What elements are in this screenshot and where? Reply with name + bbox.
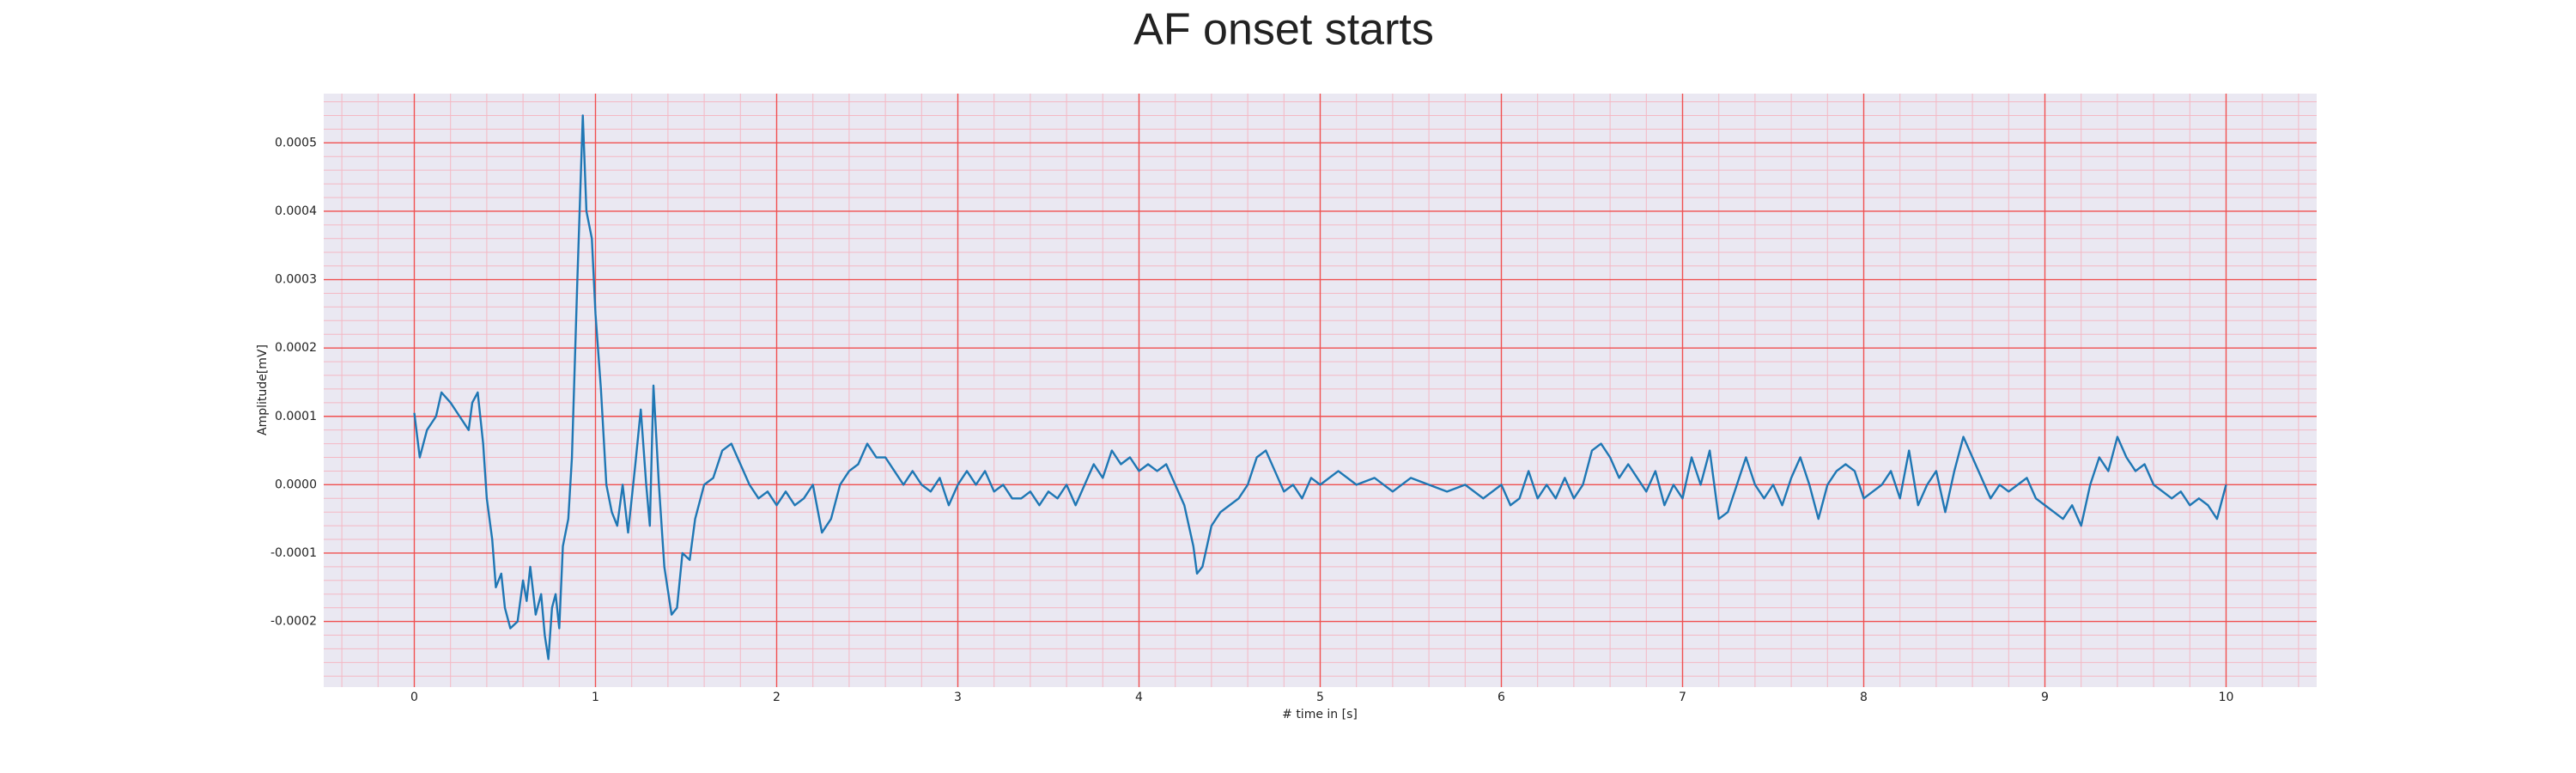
y-tick-label: -0.0002 xyxy=(270,615,317,629)
x-tick-label: 1 xyxy=(592,691,599,704)
y-tick-label: 0.0001 xyxy=(275,410,317,423)
x-tick-label: 10 xyxy=(2219,691,2234,704)
x-tick-label: 9 xyxy=(2041,691,2049,704)
chart-title: AF onset starts xyxy=(1133,5,1434,55)
y-tick-label: 0.0003 xyxy=(275,273,317,287)
y-tick-label: -0.0001 xyxy=(270,546,317,560)
x-tick-label: 7 xyxy=(1679,691,1686,704)
x-tick-label: 3 xyxy=(954,691,962,704)
y-tick-label: 0.0002 xyxy=(275,341,317,355)
signal-line xyxy=(413,114,2227,660)
y-tick-label: 0.0005 xyxy=(275,136,317,149)
x-tick-label: 5 xyxy=(1316,691,1324,704)
x-axis-label: # time in [s] xyxy=(1282,708,1358,721)
x-tick-label: 8 xyxy=(1860,691,1868,704)
x-tick-label: 6 xyxy=(1498,691,1505,704)
y-axis-label: Amplitude[mV] xyxy=(256,344,270,435)
y-tick-label: 0.0004 xyxy=(275,204,317,218)
y-tick-label: 0.0000 xyxy=(275,478,317,491)
x-tick-label: 0 xyxy=(410,691,418,704)
x-tick-label: 4 xyxy=(1135,691,1143,704)
x-tick-label: 2 xyxy=(773,691,781,704)
